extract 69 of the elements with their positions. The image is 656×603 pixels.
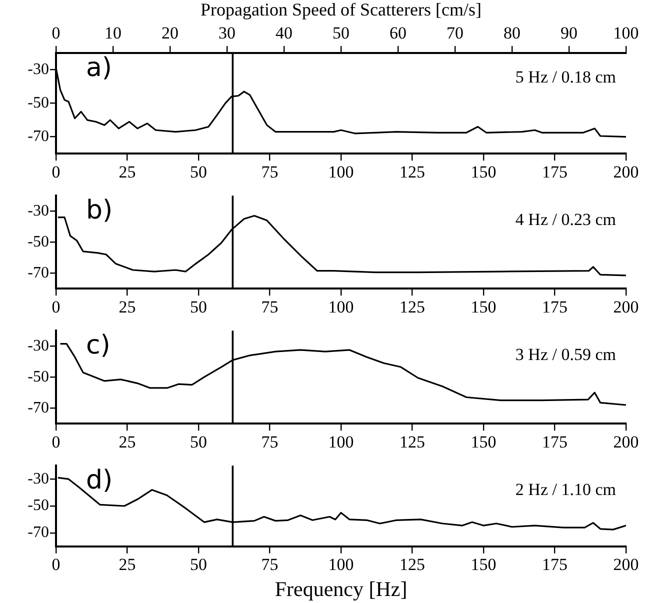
x-tick-label: 125 [400, 555, 425, 574]
annotation: a) [86, 52, 112, 83]
y-tick-label: -50 [28, 497, 49, 514]
x-tick-label: 100 [328, 432, 354, 452]
annotation: d) [86, 465, 113, 496]
x2-tick-label: 30 [218, 23, 236, 42]
x2-tick-label: 60 [390, 23, 406, 42]
x-tick-label: 175 [542, 432, 568, 452]
x-tick-label: 200 [613, 432, 639, 452]
x-tick-label: 175 [542, 162, 568, 182]
y-tick-label: -70 [28, 399, 49, 416]
x2-tick-label: 50 [332, 23, 350, 42]
x-tick-label: 75 [261, 432, 278, 452]
x-tick-label: 100 [328, 162, 354, 182]
x-tick-label: 50 [190, 555, 207, 574]
x-tick-label: 150 [470, 555, 496, 574]
x-tick-label: 75 [261, 162, 278, 182]
annotation: 2 Hz / 1.10 cm [515, 480, 616, 500]
x-tick-label: 150 [470, 432, 496, 452]
y-tick-label: -50 [28, 94, 49, 112]
x-tick-label: 175 [542, 555, 568, 574]
annotation: 5 Hz / 0.18 cm [515, 67, 616, 86]
x2-tick-label: 0 [52, 23, 60, 42]
y-tick-label: -30 [28, 470, 49, 488]
x-axis-title: Frequency [Hz] [274, 576, 408, 601]
y-tick-label: -70 [28, 524, 49, 542]
annotation: c) [86, 330, 110, 360]
x-tick-label: 150 [470, 162, 496, 182]
x-tick-label: 200 [613, 555, 639, 574]
y-tick-label: -30 [28, 202, 49, 220]
x-tick-label: 25 [118, 162, 136, 182]
x-tick-label: 75 [261, 297, 278, 316]
x-tick-label: 50 [190, 162, 207, 182]
annotation: 3 Hz / 0.59 cm [515, 345, 616, 364]
x-tick-label: 25 [118, 555, 136, 574]
x-tick-label: 25 [118, 432, 136, 452]
x-tick-label: 0 [52, 555, 60, 574]
x-tick-label: 0 [52, 432, 60, 452]
x-tick-label: 100 [328, 297, 354, 316]
y-tick-label: -50 [28, 368, 49, 386]
x-tick-label: 125 [400, 297, 425, 316]
x2-tick-label: 70 [446, 23, 464, 42]
x-tick-label: 175 [542, 297, 568, 316]
x-tick-label: 200 [613, 162, 639, 182]
y-tick-label: -50 [28, 233, 49, 250]
x-tick-label: 125 [400, 432, 425, 452]
y-tick-label: -70 [28, 264, 49, 282]
x2-tick-label: 40 [276, 23, 292, 42]
x-tick-label: 50 [190, 432, 207, 452]
y-tick-label: -30 [28, 337, 49, 354]
x2-axis-title: Propagation Speed of Scatterers [cm/s] [200, 0, 482, 20]
x2-tick-label: 80 [504, 23, 520, 42]
x-tick-label: 100 [328, 555, 354, 574]
x-tick-label: 75 [261, 555, 278, 574]
x2-tick-label: 90 [560, 23, 578, 42]
x-tick-label: 200 [613, 297, 639, 316]
annotation: b) [86, 195, 113, 226]
x-tick-label: 25 [118, 297, 136, 316]
annotation: 4 Hz / 0.23 cm [515, 210, 616, 230]
x2-tick-label: 10 [104, 23, 122, 42]
x-tick-label: 125 [400, 162, 425, 182]
x-tick-label: 150 [470, 297, 496, 316]
x-tick-label: 50 [190, 297, 207, 316]
x2-tick-label: 20 [162, 23, 178, 42]
y-tick-label: -70 [28, 128, 49, 146]
x-tick-label: 0 [52, 297, 60, 316]
x2-tick-label: 100 [613, 23, 639, 42]
y-tick-label: -30 [28, 60, 49, 78]
x-tick-label: 0 [52, 162, 60, 182]
